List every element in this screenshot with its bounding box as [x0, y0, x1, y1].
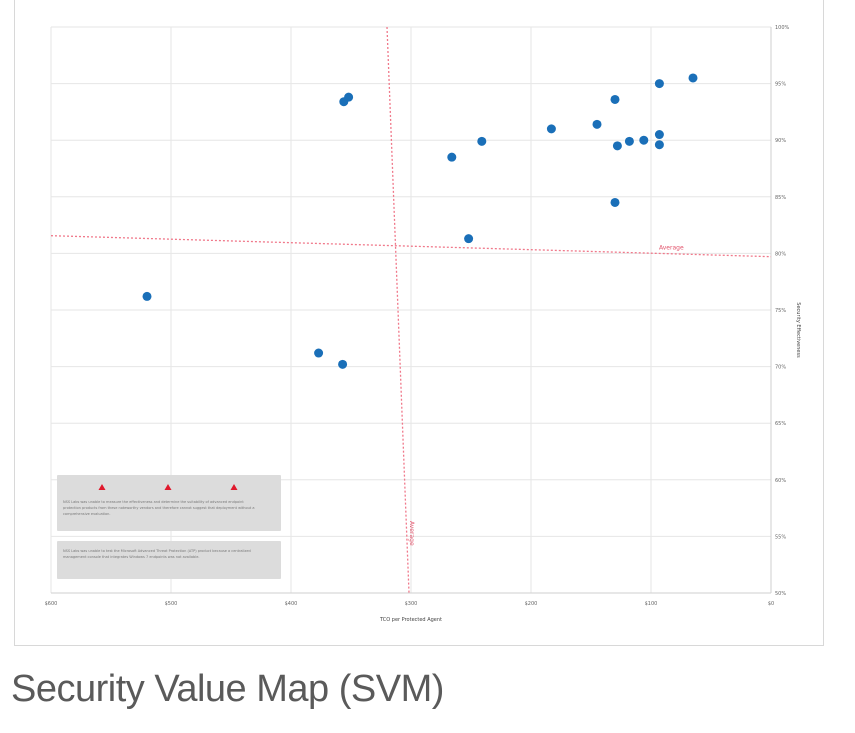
- data-point: [610, 94, 620, 104]
- legend-warning-marker: [164, 484, 172, 490]
- data-point: [654, 140, 664, 150]
- legend-note-1: NSS Labs was unable to measure the effec…: [63, 500, 254, 516]
- data-point: [339, 97, 349, 107]
- y-tick-label: 50%: [775, 591, 786, 597]
- chart-frame: Average Average $600 $500 $400 $300 $200 $100 $…: [14, 0, 824, 646]
- x-tick-label: $200: [525, 601, 538, 607]
- grid: [50, 26, 772, 594]
- y-tick-label: 65%: [775, 421, 786, 427]
- y-axis-ticks: 100% 95% 90% 85% 80% 75% 70% 65% 60% 55% 50%: [775, 25, 790, 597]
- data-point: [142, 291, 152, 301]
- x-tick-label: $600: [45, 601, 58, 607]
- average-lines: Average Average: [50, 26, 772, 594]
- data-point: [624, 136, 634, 146]
- y-tick-label: 100%: [775, 25, 790, 31]
- legend-box-bottom: [57, 541, 281, 579]
- x-tick-label: $0: [768, 601, 774, 607]
- data-point: [464, 234, 474, 244]
- y-tick-label: 55%: [775, 534, 786, 540]
- average-x-line: [386, 26, 410, 594]
- data-point: [612, 141, 622, 151]
- y-tick-label: 75%: [775, 308, 786, 314]
- data-point: [447, 152, 457, 162]
- x-axis-title: TCO per Protected Agent: [379, 617, 442, 623]
- legend-note-2: NSS Labs was unable to test the Microsof…: [63, 549, 251, 559]
- x-tick-label: $500: [165, 601, 178, 607]
- data-point: [610, 197, 620, 207]
- legend: NSS Labs was unable to measure the effec…: [57, 475, 281, 579]
- data-point: [314, 348, 324, 358]
- average-y-label: Average: [659, 245, 684, 252]
- y-tick-label: 85%: [775, 195, 786, 201]
- y-axis-title: Security Effectiveness: [795, 302, 801, 358]
- legend-box-top: [57, 475, 281, 531]
- average-x-label: Average: [408, 521, 415, 546]
- data-point: [546, 124, 556, 134]
- data-point: [477, 136, 487, 146]
- legend-warning-marker: [230, 484, 238, 490]
- figure-caption: Security Value Map (SVM): [11, 668, 444, 710]
- data-points: [142, 73, 698, 369]
- data-point: [338, 359, 348, 369]
- data-point: [654, 79, 664, 89]
- y-tick-label: 70%: [775, 365, 786, 371]
- data-point: [654, 130, 664, 140]
- x-tick-label: $300: [405, 601, 418, 607]
- data-point: [688, 73, 698, 83]
- y-tick-label: 90%: [775, 138, 786, 144]
- y-tick-label: 95%: [775, 82, 786, 88]
- average-y-line: [50, 235, 772, 258]
- data-point: [592, 119, 602, 129]
- legend-warning-marker: [98, 484, 106, 490]
- data-point: [639, 135, 649, 145]
- x-tick-label: $400: [285, 601, 298, 607]
- y-tick-label: 80%: [775, 251, 786, 257]
- x-tick-label: $100: [645, 601, 658, 607]
- x-axis-ticks: $600 $500 $400 $300 $200 $100 $0: [45, 601, 775, 607]
- y-tick-label: 60%: [775, 478, 786, 484]
